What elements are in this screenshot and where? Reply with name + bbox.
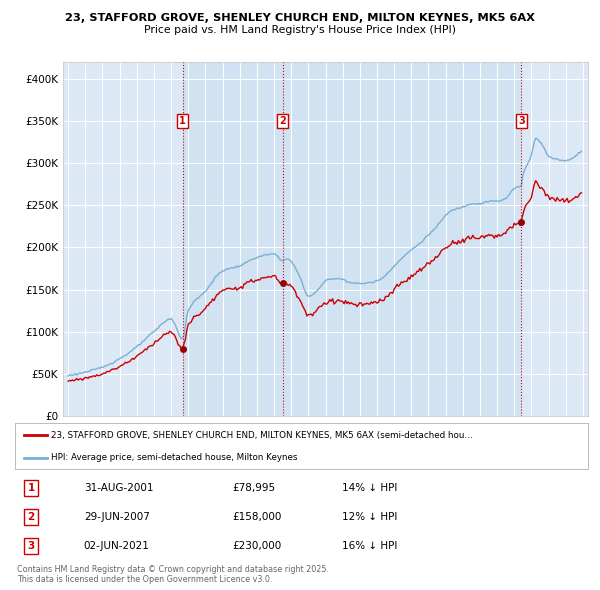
Text: 3: 3	[518, 116, 525, 126]
Text: 23, STAFFORD GROVE, SHENLEY CHURCH END, MILTON KEYNES, MK5 6AX (semi-detached ho: 23, STAFFORD GROVE, SHENLEY CHURCH END, …	[51, 431, 473, 440]
Text: HPI: Average price, semi-detached house, Milton Keynes: HPI: Average price, semi-detached house,…	[51, 453, 298, 462]
Text: 1: 1	[28, 483, 35, 493]
Text: Price paid vs. HM Land Registry's House Price Index (HPI): Price paid vs. HM Land Registry's House …	[144, 25, 456, 35]
Text: £78,995: £78,995	[233, 483, 276, 493]
Text: 02-JUN-2021: 02-JUN-2021	[84, 541, 149, 551]
Text: 29-JUN-2007: 29-JUN-2007	[84, 512, 149, 522]
Text: 12% ↓ HPI: 12% ↓ HPI	[341, 512, 397, 522]
Text: This data is licensed under the Open Government Licence v3.0.: This data is licensed under the Open Gov…	[17, 575, 272, 584]
Text: 2: 2	[279, 116, 286, 126]
Text: 16% ↓ HPI: 16% ↓ HPI	[341, 541, 397, 551]
Text: 31-AUG-2001: 31-AUG-2001	[84, 483, 153, 493]
Text: 1: 1	[179, 116, 186, 126]
Text: 14% ↓ HPI: 14% ↓ HPI	[341, 483, 397, 493]
Text: 3: 3	[28, 541, 35, 551]
Text: 23, STAFFORD GROVE, SHENLEY CHURCH END, MILTON KEYNES, MK5 6AX: 23, STAFFORD GROVE, SHENLEY CHURCH END, …	[65, 13, 535, 23]
Text: Contains HM Land Registry data © Crown copyright and database right 2025.: Contains HM Land Registry data © Crown c…	[17, 565, 329, 574]
Bar	[182, 62, 521, 416]
Text: £230,000: £230,000	[233, 541, 282, 551]
Text: £158,000: £158,000	[233, 512, 282, 522]
Text: 2: 2	[28, 512, 35, 522]
